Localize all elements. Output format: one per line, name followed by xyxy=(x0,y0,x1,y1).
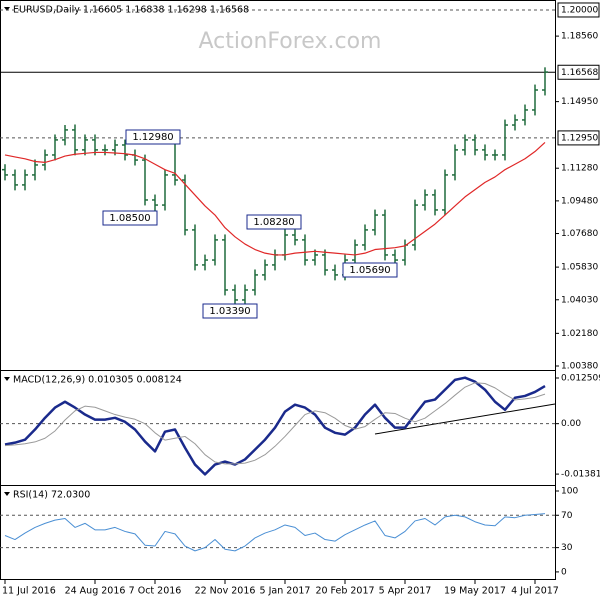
level-label-box xyxy=(557,2,600,18)
level-label: 1.20000 xyxy=(561,5,598,15)
trend-line xyxy=(374,403,556,435)
annotation-box xyxy=(246,214,302,230)
y-tick-label: 1.02180 xyxy=(561,329,598,339)
y-tick-label: 1.04030 xyxy=(561,295,598,305)
level-label: 1.12950 xyxy=(561,133,598,143)
y-tick-label: 30 xyxy=(561,543,573,553)
annotation-box xyxy=(102,210,158,226)
x-tick-label: 4 Jul 2017 xyxy=(511,586,559,597)
annotation: 1.12980 xyxy=(132,132,173,143)
panel-title: RSI(14) 72.0300 xyxy=(13,490,90,501)
y-tick-label: -0.013813 xyxy=(561,470,600,480)
y-tick-label: 1.05830 xyxy=(561,263,598,273)
x-tick-label: 11 Jul 2016 xyxy=(2,586,56,597)
y-tick-label: 70 xyxy=(561,511,573,521)
title-marker xyxy=(4,492,10,496)
x-tick-label: 20 Feb 2017 xyxy=(315,586,374,597)
x-tick-label: 7 Oct 2016 xyxy=(129,586,182,597)
y-tick-label: 0 xyxy=(561,567,567,577)
title-marker xyxy=(4,377,10,381)
y-tick-label: 1.07680 xyxy=(561,229,598,239)
plot-frame xyxy=(0,0,556,580)
y-tick-label: 1.09480 xyxy=(561,196,598,206)
x-tick-label: 22 Nov 2016 xyxy=(195,586,256,597)
y-tick-label: 0.012509 xyxy=(561,373,600,383)
indicator-line xyxy=(4,376,546,476)
watermark: ActionForex.com xyxy=(199,29,382,54)
level-label-box xyxy=(557,64,600,80)
annotation: 1.03390 xyxy=(209,306,250,317)
indicator-line xyxy=(4,382,546,465)
y-tick-label: 100 xyxy=(561,486,578,496)
y-tick-label: 0.00 xyxy=(561,419,581,429)
annotation-box xyxy=(342,262,398,278)
y-tick-label: 1.00380 xyxy=(561,362,598,372)
title-marker xyxy=(4,7,10,11)
y-tick-label: 1.14950 xyxy=(561,97,598,107)
moving-average xyxy=(4,142,546,256)
annotation: 1.08280 xyxy=(253,217,294,228)
panel-title: EURUSD,Daily 1.16605 1.16838 1.16298 1.1… xyxy=(13,5,249,16)
x-tick-label: 19 May 2017 xyxy=(444,586,506,597)
x-tick-label: 5 Jan 2017 xyxy=(260,586,311,597)
x-tick-label: 24 Aug 2016 xyxy=(65,586,126,597)
x-tick-label: 5 Apr 2017 xyxy=(379,586,432,597)
annotation-box xyxy=(125,129,181,145)
level-label-box xyxy=(557,130,600,146)
annotation-box xyxy=(202,303,258,319)
level-label: 1.16568 xyxy=(561,68,598,78)
y-tick-label: 1.11280 xyxy=(561,164,598,174)
indicator-line xyxy=(4,513,546,552)
y-tick-label: 1.18560 xyxy=(561,32,598,42)
annotation: 1.08500 xyxy=(109,213,150,224)
annotation: 1.05690 xyxy=(349,265,390,276)
panel-title: MACD(12,26,9) 0.010305 0.008124 xyxy=(13,375,182,386)
